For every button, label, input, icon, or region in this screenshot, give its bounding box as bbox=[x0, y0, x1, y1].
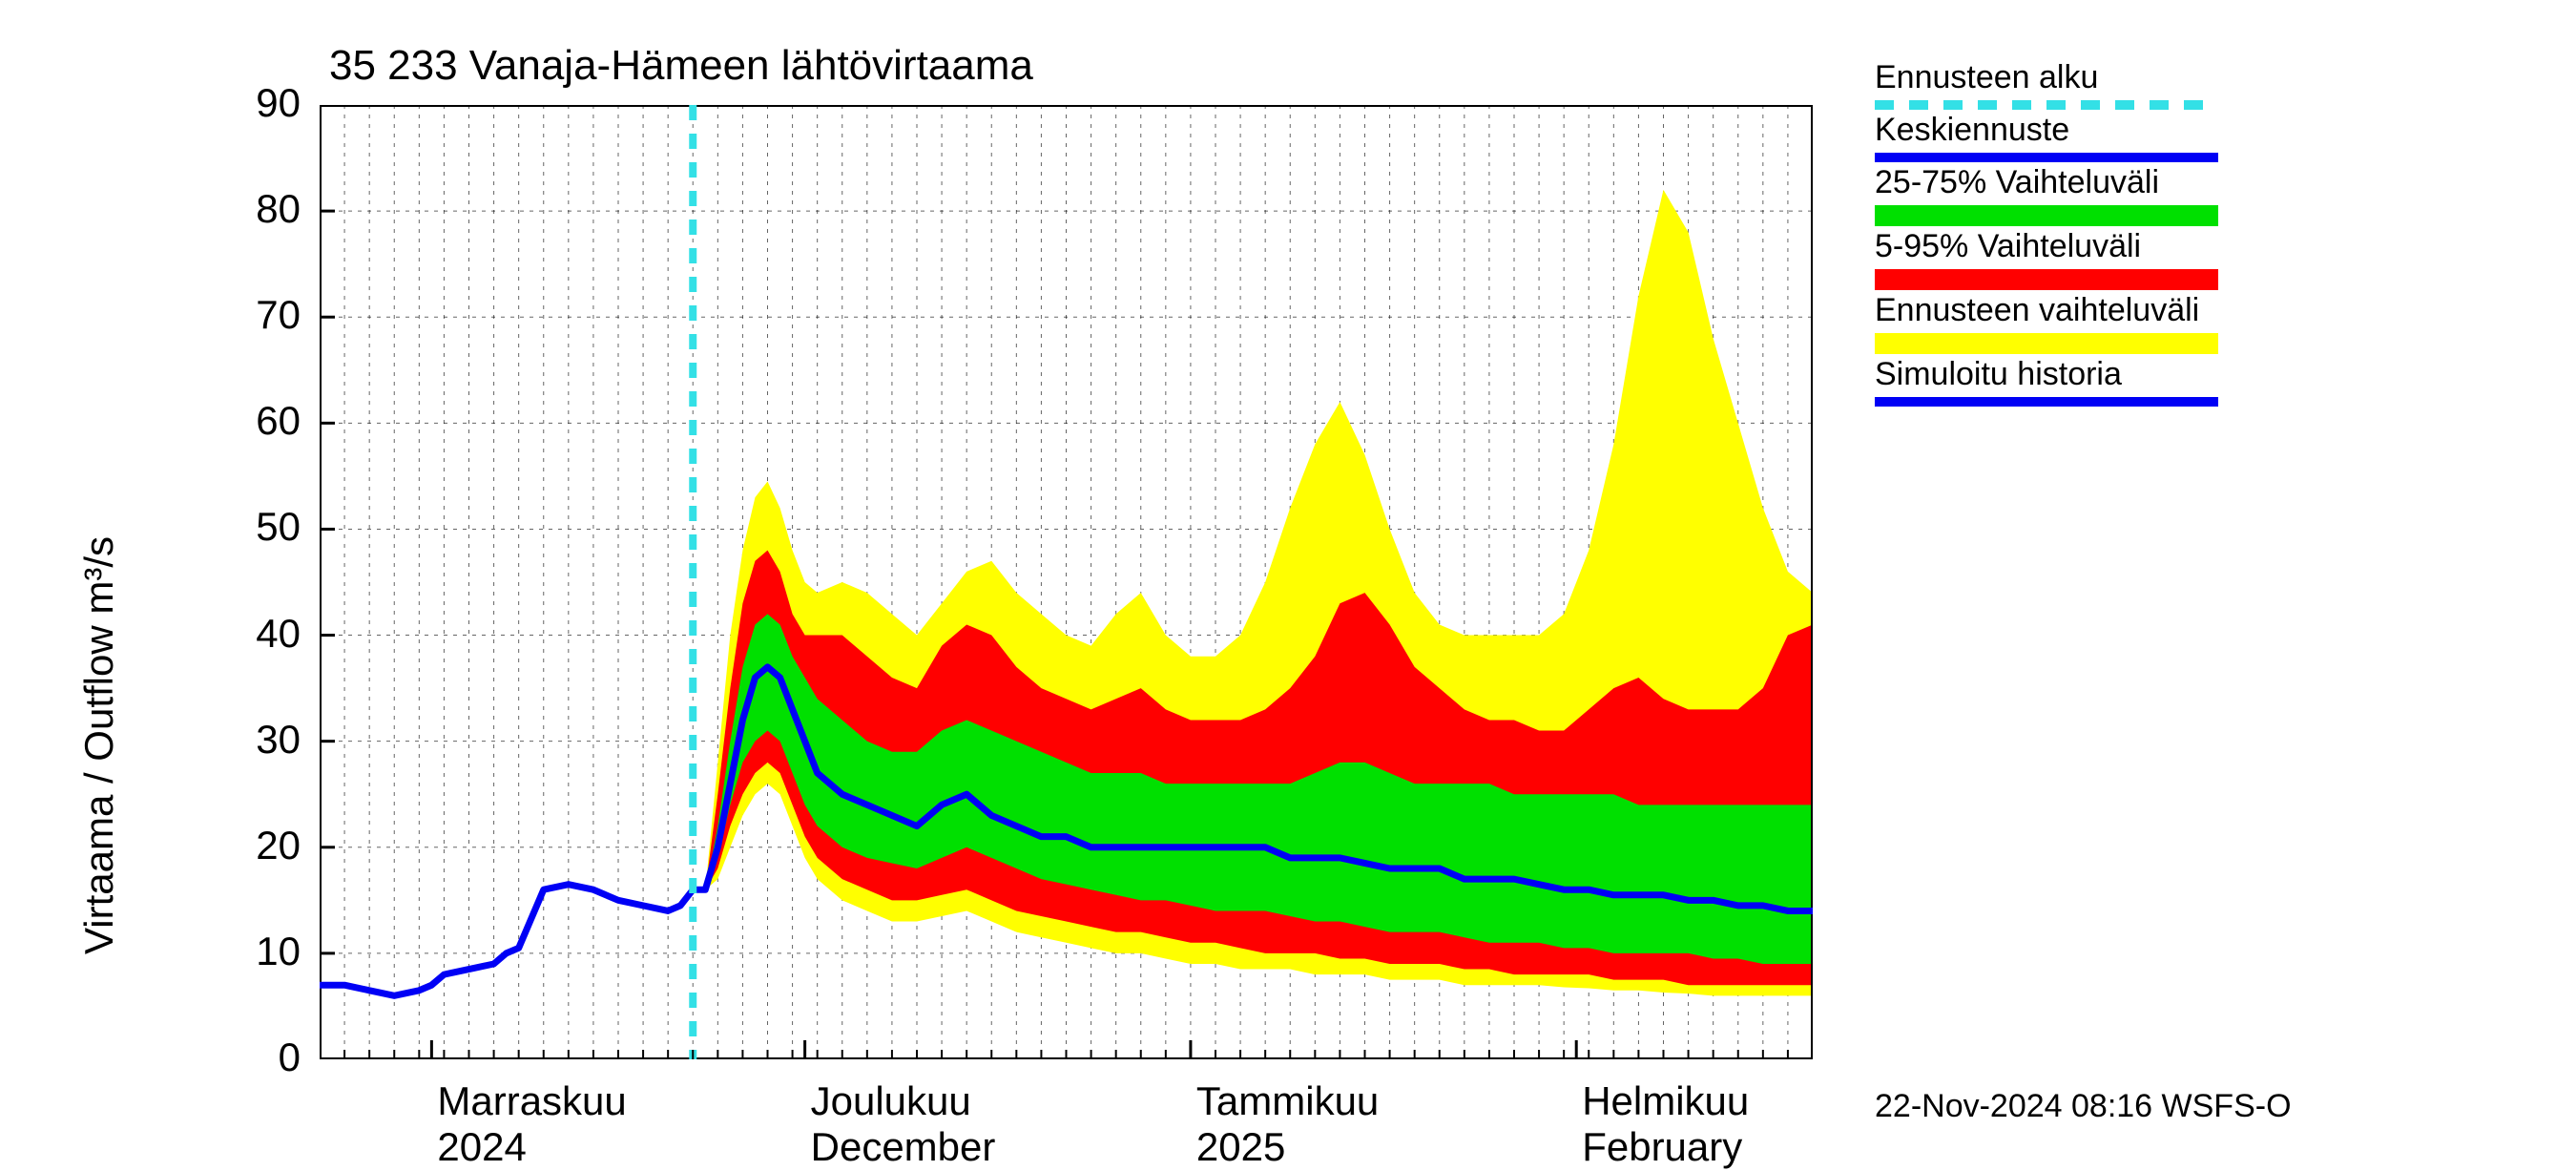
y-tick-label: 10 bbox=[234, 929, 301, 974]
legend-label: Keskiennuste bbox=[1875, 112, 2218, 149]
y-tick-label: 40 bbox=[234, 611, 301, 657]
x-tick-label: Marraskuu2024 bbox=[437, 1078, 626, 1171]
y-tick-label: 30 bbox=[234, 717, 301, 763]
legend-label: 5-95% Vaihteluväli bbox=[1875, 228, 2218, 265]
legend-label: Ennusteen vaihteluväli bbox=[1875, 292, 2218, 329]
x-tick-label: HelmikuuFebruary bbox=[1582, 1078, 1749, 1171]
legend-label: Simuloitu historia bbox=[1875, 356, 2218, 393]
y-tick-label: 50 bbox=[234, 504, 301, 550]
y-tick-label: 90 bbox=[234, 80, 301, 126]
chart-container: 35 233 Vanaja-Hämeen lähtövirtaama Virta… bbox=[0, 0, 2576, 1145]
y-tick-label: 80 bbox=[234, 186, 301, 232]
legend-swatch bbox=[1875, 205, 2218, 226]
y-axis-label: Virtaama / Outflow m³/s bbox=[76, 536, 122, 954]
legend-item: Ennusteen vaihteluväli bbox=[1875, 292, 2218, 354]
legend-label: 25-75% Vaihteluväli bbox=[1875, 164, 2218, 201]
legend-label: Ennusteen alku bbox=[1875, 59, 2218, 96]
y-tick-label: 70 bbox=[234, 292, 301, 338]
legend-item: Simuloitu historia bbox=[1875, 356, 2218, 407]
legend-swatch bbox=[1875, 100, 2218, 110]
legend-item: Ennusteen alku bbox=[1875, 59, 2218, 110]
legend-swatch bbox=[1875, 153, 2218, 162]
legend-swatch bbox=[1875, 397, 2218, 407]
legend-swatch bbox=[1875, 269, 2218, 290]
legend-item: Keskiennuste bbox=[1875, 112, 2218, 162]
y-tick-label: 20 bbox=[234, 823, 301, 868]
chart-title: 35 233 Vanaja-Hämeen lähtövirtaama bbox=[329, 42, 1033, 90]
plot-area bbox=[320, 105, 1813, 1059]
legend-item: 5-95% Vaihteluväli bbox=[1875, 228, 2218, 290]
legend-swatch bbox=[1875, 333, 2218, 354]
y-tick-label: 0 bbox=[234, 1035, 301, 1080]
legend-item: 25-75% Vaihteluväli bbox=[1875, 164, 2218, 226]
timestamp: 22-Nov-2024 08:16 WSFS-O bbox=[1875, 1088, 2292, 1125]
x-tick-label: JoulukuuDecember bbox=[811, 1078, 996, 1171]
x-tick-label: Tammikuu2025 bbox=[1196, 1078, 1379, 1171]
y-tick-label: 60 bbox=[234, 398, 301, 444]
legend: Ennusteen alku Keskiennuste 25-75% Vaihtel… bbox=[1875, 59, 2218, 408]
